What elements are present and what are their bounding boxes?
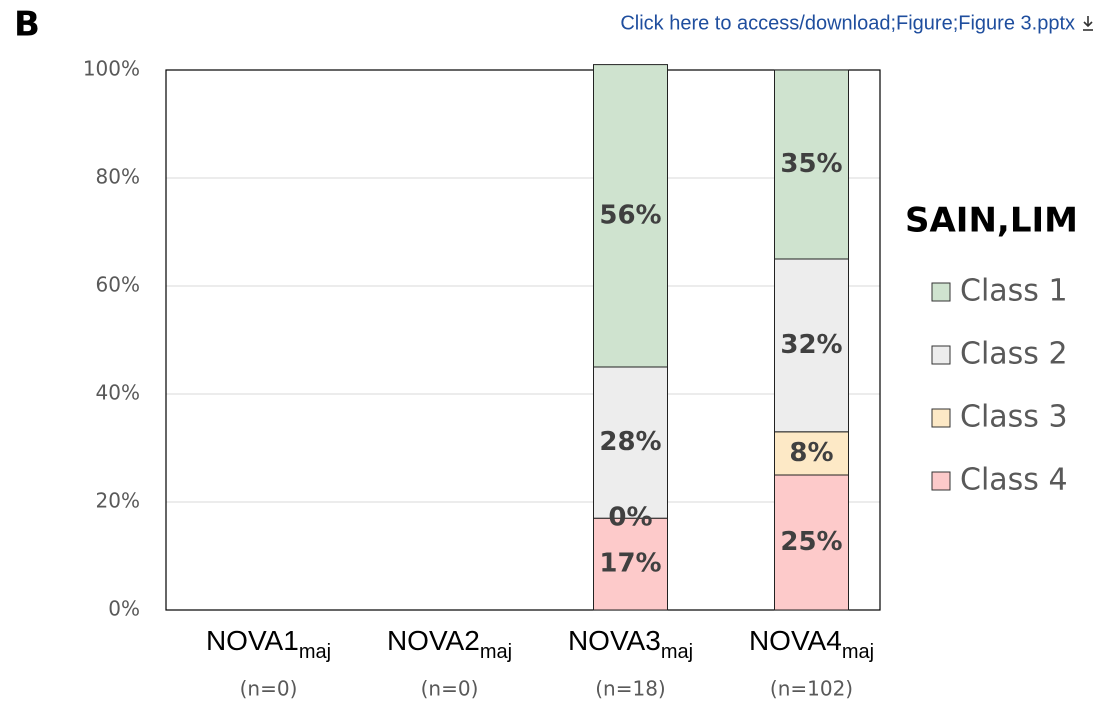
legend-label: Class 3 [960, 400, 1068, 435]
bar-segment [774, 258, 849, 433]
bar-segment [593, 366, 668, 519]
x-tick-label: NOVA3maj [568, 625, 693, 663]
category-count: (n=102) [770, 677, 853, 701]
value-label: 35% [780, 149, 842, 179]
category-subscript: maj [842, 641, 874, 663]
y-tick-label: 0% [108, 597, 140, 621]
legend-swatch [931, 471, 951, 491]
legend-label: Class 4 [960, 463, 1068, 498]
y-tick-label: 60% [96, 273, 140, 297]
category-name: NOVA2 [387, 625, 480, 656]
legend-swatch [931, 408, 951, 428]
legend-swatch [931, 282, 951, 302]
legend-swatch [931, 345, 951, 365]
value-label: 28% [599, 427, 661, 457]
category-name: NOVA1 [206, 625, 299, 656]
y-tick-label: 80% [96, 165, 140, 189]
panel-label: B [14, 5, 40, 45]
bar-segment [774, 69, 849, 260]
value-label: 32% [780, 330, 842, 360]
y-tick-label: 20% [96, 489, 140, 513]
value-label: 56% [599, 200, 661, 230]
category-count: (n=18) [595, 677, 666, 701]
value-label: 17% [599, 549, 661, 579]
header-link[interactable]: Click here to access/download;Figure;Fig… [620, 12, 1075, 34]
plot-frame [165, 69, 881, 611]
bar-segment [593, 517, 668, 611]
category-name: NOVA4 [749, 625, 842, 656]
value-label: 8% [789, 438, 833, 468]
category-subscript: maj [661, 641, 693, 663]
y-tick-label: 100% [83, 57, 140, 81]
download-icon[interactable] [1083, 16, 1093, 31]
category-name: NOVA3 [568, 625, 661, 656]
category-count: (n=0) [421, 677, 479, 701]
legend-label: Class 1 [960, 274, 1068, 309]
value-label: 25% [780, 527, 842, 557]
x-tick-label: NOVA4maj [749, 625, 874, 663]
legend-title: SAIN,LIM [905, 201, 1078, 241]
value-label: 0% [608, 503, 652, 533]
bar-segment [774, 431, 849, 476]
category-subscript: maj [299, 641, 331, 663]
bar-segment [593, 64, 668, 368]
x-tick-label: NOVA1maj [206, 625, 331, 663]
category-subscript: maj [480, 641, 512, 663]
x-tick-label: NOVA2maj [387, 625, 512, 663]
y-tick-label: 40% [96, 381, 140, 405]
legend-label: Class 2 [960, 337, 1068, 372]
category-count: (n=0) [240, 677, 298, 701]
bar-segment [774, 474, 849, 611]
